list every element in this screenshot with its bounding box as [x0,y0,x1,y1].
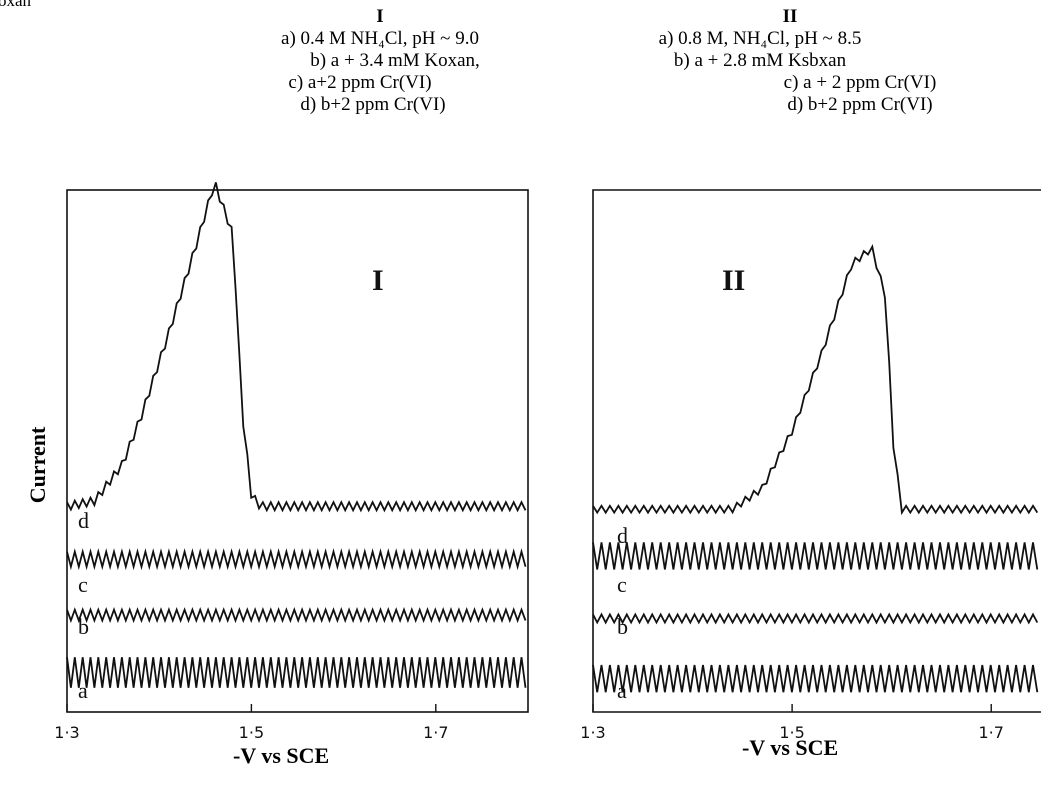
legend-2-line-b: b) a + 2.8 mM Ksbxan [673,50,847,71]
panel-2-series-b [592,612,1039,625]
panel-2-series-b-label: b [617,614,628,639]
legend-1-line-d: d) b+2 ppm Cr(VI) [300,94,446,115]
panel-1-xtick-label: 1·7 [423,723,448,742]
panel-1-series-a-label: a [78,678,88,703]
legend-block-1: I a) 0.4 M NH₄Cl, pH ~ 9.0 b) a + 3.4 mM… [210,6,550,116]
panel-1-series-b [66,607,527,624]
panel-2-xtick-label: 1·5 [779,723,804,742]
panel-1-series-b-label: b [78,614,89,639]
legend-block-2: II a) 0.8 M, NH₄Cl, pH ~ 8.5 b) a + 2.8 … [600,6,980,116]
panel-1-frame [66,189,529,713]
top-cut-text: oxan [0,0,32,10]
panel-1-series-c-label: c [78,572,88,597]
panel-2-series-c [592,542,1039,570]
panel-1-series-c [66,548,527,571]
legend-2-line-d: d) b+2 ppm Cr(VI) [787,94,933,115]
legend-1-line-b: b) a + 3.4 mM Koxan, [310,50,480,71]
panel-2-frame [592,189,1041,713]
panel-1-label: I [372,264,384,297]
panel-2-xtick-label: 1·7 [978,723,1003,742]
legend-1-line-c: c) a+2 ppm Cr(VI) [288,72,432,93]
legend-2-line-c: c) a + 2 ppm Cr(VI) [783,72,937,93]
x-axis-title-2: -V vs SCE [742,735,839,760]
panel-2-series-c-label: c [617,572,627,597]
panel-2-series-d-label: d [617,523,628,548]
panel-2-series-a [592,664,1039,693]
panel-1-series-d-label: d [78,508,89,533]
legend-2-line-a: a) 0.8 M, NH₄Cl, pH ~ 8.5 [658,28,862,49]
x-axis-title-1: -V vs SCE [233,743,330,768]
panel-2-series-d [592,243,1039,516]
panel-2-xtick-label: 1·3 [580,723,605,742]
panel-1-series-d [66,182,527,513]
legend-roman-2: II [782,6,798,27]
panel-2-series-a-label: a [617,678,627,703]
panel-1-xtick-label: 1·5 [239,723,264,742]
legend-roman-1: I [376,6,384,27]
panel-1-xtick-label: 1·3 [54,723,79,742]
legend-1-line-a: a) 0.4 M NH₄Cl, pH ~ 9.0 [281,28,479,49]
panel-1-series-a [66,657,527,688]
panel-2-label: II [722,264,745,297]
